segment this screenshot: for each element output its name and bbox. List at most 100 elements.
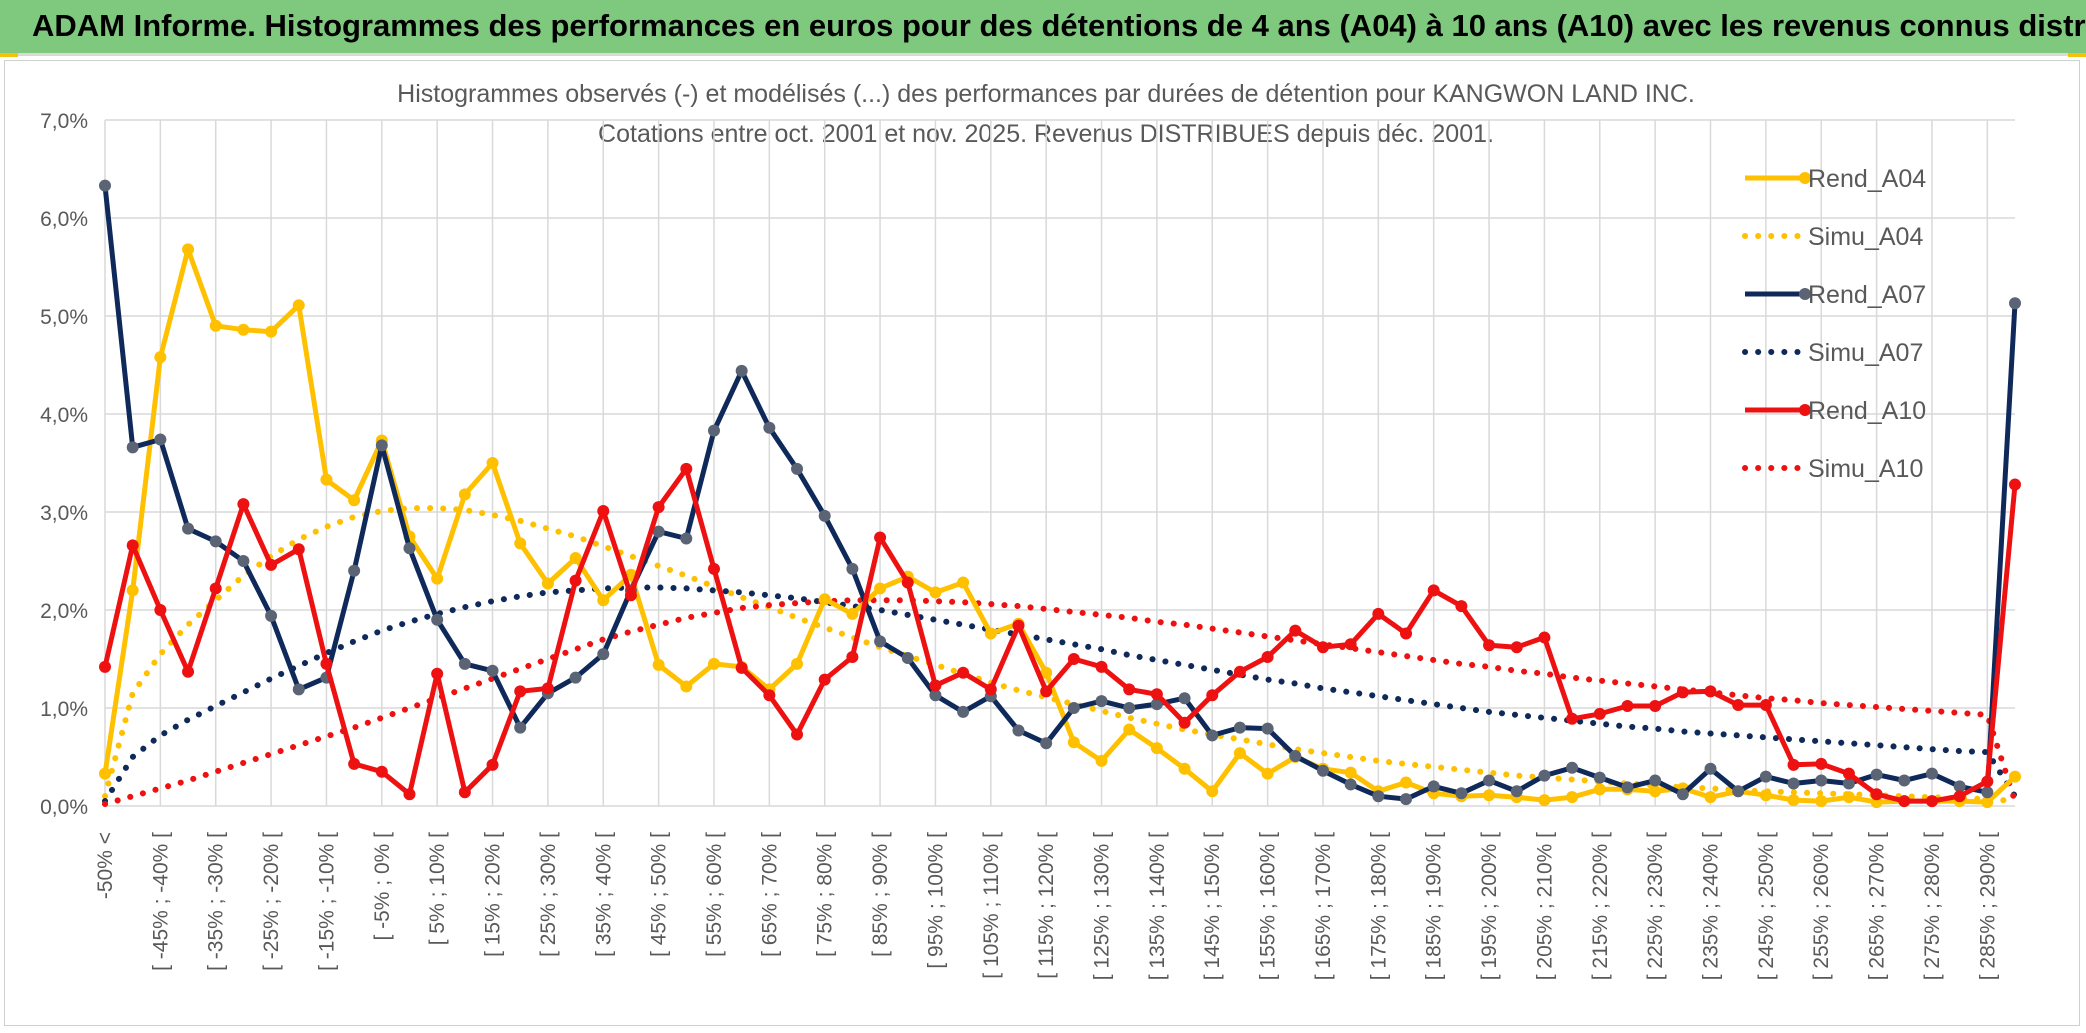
point-rend-a04 [292,299,305,312]
point-rend-a10 [486,758,499,771]
point-rend-a04 [1842,791,1855,804]
point-rend-a04 [486,457,499,469]
point-rend-a07 [1372,790,1385,803]
point-rend-a04 [1344,766,1357,779]
y-axis: 0,0% 1,0% 2,0% 3,0% 4,0% 5,0% 6,0% 7,0% [40,110,88,819]
point-rend-a10 [1123,683,1136,696]
point-rend-a07 [1289,750,1302,763]
point-rend-a07 [209,535,222,548]
point-rend-a07 [1123,702,1136,714]
point-rend-a04 [791,657,804,670]
point-rend-a10 [1510,641,1523,654]
point-rend-a07 [1898,774,1911,787]
legend-marker-rend-a10 [1799,404,1811,416]
x-tick-label: [ 45% ; 50% [ [648,832,671,957]
point-rend-a10 [1150,688,1163,701]
point-rend-a10 [209,582,222,595]
performance-histogram-chart: Histogrammes observés (-) et modélisés (… [40,80,2021,980]
point-rend-a07 [597,648,610,661]
point-rend-a04 [458,488,471,501]
point-rend-a07 [1067,702,1080,714]
point-rend-a10 [1981,775,1994,788]
point-rend-a10 [375,765,388,778]
x-tick-label: [ 135% ; 140% [ [1146,832,1169,980]
point-rend-a07 [1095,695,1108,708]
series-line-rend-a04 [102,246,2017,805]
point-rend-a10 [1842,767,1855,780]
point-rend-a10 [1455,600,1468,613]
point-rend-a04 [1483,789,1496,802]
point-rend-a07 [791,462,804,475]
series-line-rend-a07 [102,185,2018,802]
point-rend-a07 [1815,774,1828,787]
point-rend-a04 [209,319,222,332]
x-tick-label: [ 215% ; 220% [ [1589,832,1612,980]
x-tick-label: [ 185% ; 190% [ [1423,832,1446,980]
point-rend-a07 [237,555,250,567]
point-rend-a04 [597,594,610,607]
point-rend-a10 [901,576,914,589]
x-tick-label: [ 5% ; 10% [ [426,832,449,945]
point-rend-a07 [707,424,720,437]
point-rend-a10 [597,505,610,518]
point-rend-a07 [874,635,887,648]
x-tick-label: -50% < [94,832,117,899]
point-rend-a10 [182,665,195,678]
point-rend-a07 [1621,781,1634,794]
point-rend-a07 [458,657,471,670]
series-line-simu-a04 [102,505,2018,805]
point-rend-a07 [1787,777,1800,790]
point-rend-a04 [1067,736,1080,749]
point-rend-a07 [1566,761,1579,774]
point-rend-a10 [569,574,582,587]
series-line-rend-a10 [102,466,2018,804]
point-rend-a07 [1233,721,1246,734]
point-rend-a07 [1040,737,1053,750]
x-tick-label: [ 35% ; 40% [ [592,832,615,957]
point-rend-a10 [1483,639,1496,652]
point-rend-a07 [126,441,139,454]
point-rend-a10 [1067,653,1080,665]
point-rend-a10 [1178,716,1191,729]
point-rend-a07 [763,421,776,434]
point-rend-a07 [1012,724,1025,737]
point-rend-a07 [1206,729,1219,742]
point-rend-a07 [403,542,416,555]
x-tick-label: [ 15% ; 20% [ [482,832,505,957]
point-rend-a04 [320,473,333,486]
point-rend-a04 [1593,783,1606,796]
point-rend-a07 [1150,698,1163,711]
point-rend-a10 [1566,712,1579,725]
point-rend-a04 [1178,762,1191,775]
point-rend-a10 [1593,707,1606,720]
point-rend-a04 [652,658,665,671]
point-rend-a07 [292,683,305,696]
legend-label-rend-a10: Rend_A10 [1808,397,1926,425]
point-rend-a04 [1150,742,1163,755]
point-rend-a10 [874,531,887,544]
point-rend-a10 [1925,795,1938,808]
y-tick-label: 7,0% [40,110,88,133]
point-rend-a10 [624,589,637,602]
x-tick-label: [ 245% ; 250% [ [1755,832,1778,980]
point-rend-a04 [237,323,250,336]
point-rend-a10 [237,498,250,511]
point-rend-a10 [541,682,554,695]
legend-label-simu-a10: Simu_A10 [1808,455,1923,483]
x-tick-label: [ 105% ; 110% [ [980,832,1003,979]
legend-label-simu-a07: Simu_A07 [1808,339,1923,367]
point-rend-a07 [1316,764,1329,777]
point-rend-a10 [1095,660,1108,673]
point-rend-a07 [265,609,278,622]
point-rend-a10 [1012,619,1025,632]
point-rend-a10 [1953,790,1966,803]
point-rend-a04 [1206,785,1219,798]
y-tick-label: 1,0% [40,698,88,721]
point-rend-a10 [1400,627,1413,640]
point-rend-a07 [1704,762,1717,775]
point-rend-a10 [1344,638,1357,651]
point-rend-a10 [680,462,693,475]
x-axis: -50% < [ -45% ; -40% [[ -35% ; -30% [[ -2… [94,832,1999,980]
point-rend-a07 [514,721,527,734]
